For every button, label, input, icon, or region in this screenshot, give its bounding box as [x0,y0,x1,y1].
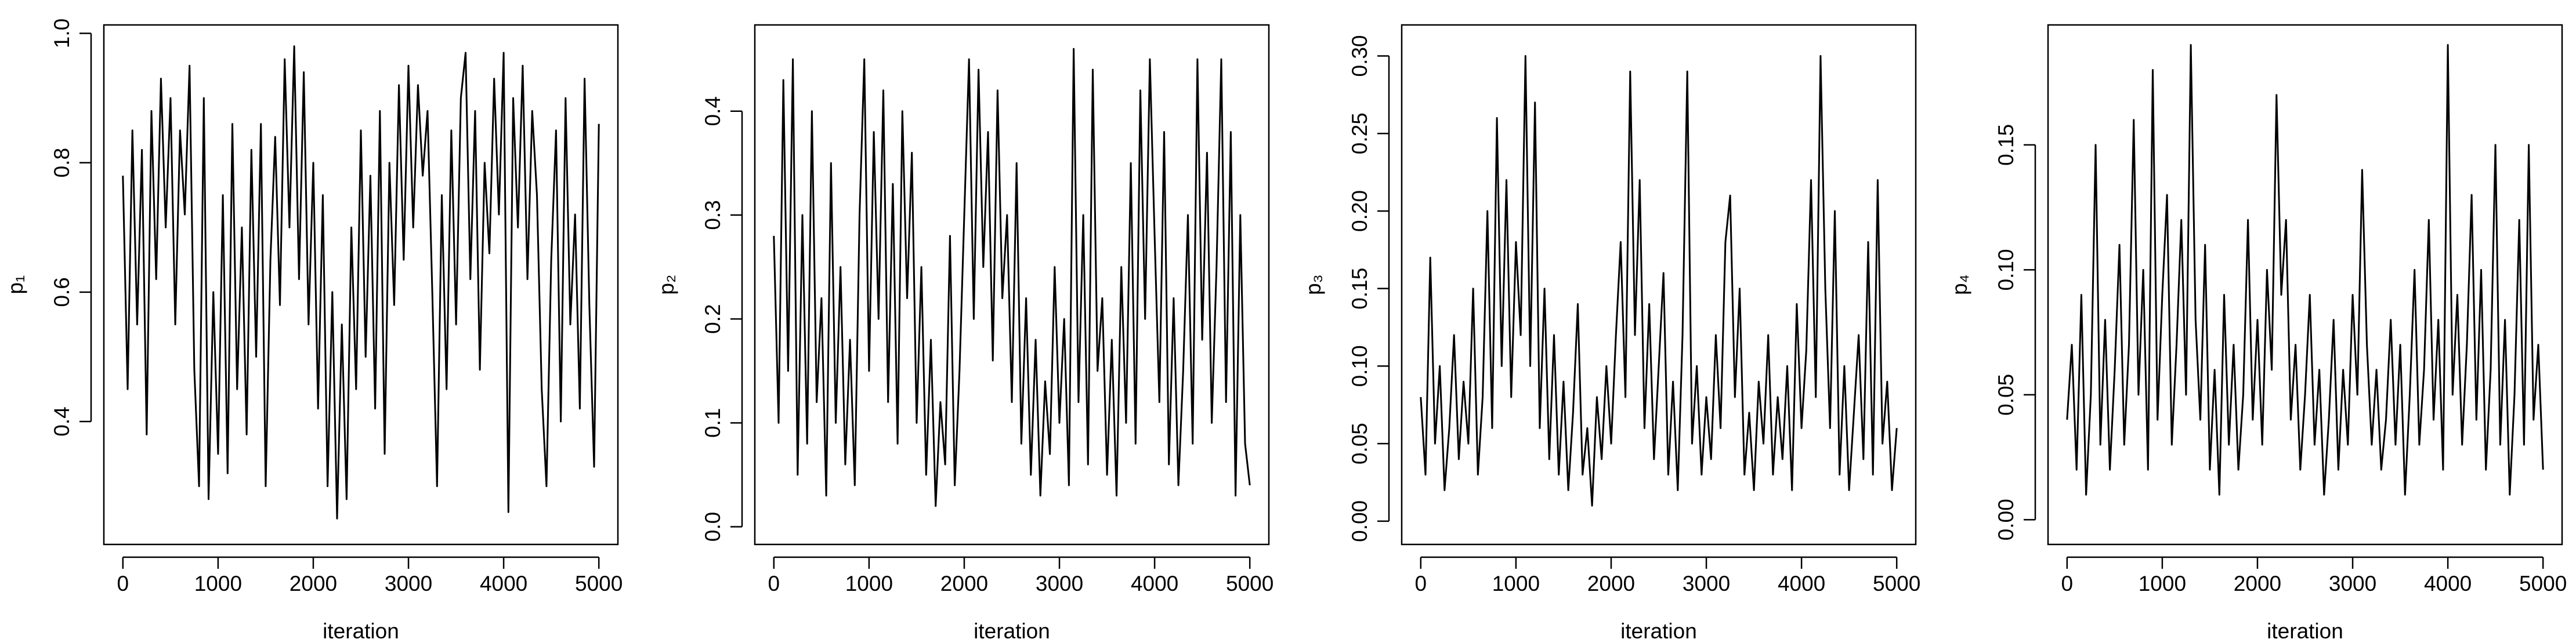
y-axis-label: p₄ [1948,274,1971,295]
y-tick-label: 0.6 [50,277,74,307]
x-tick-label: 2000 [940,572,988,595]
y-tick-label: 0.15 [1348,268,1372,310]
x-tick-label: 0 [1415,572,1427,595]
plot-frame [754,24,1270,546]
trace-line [773,48,1251,507]
x-tick-label: 1000 [194,572,242,595]
x-axis-label: iteration [974,619,1050,643]
x-tick-label: 5000 [575,572,623,595]
y-tick-label: 0.00 [1348,500,1372,542]
x-tick-label: 0 [768,572,780,595]
x-tick-label: 3000 [1683,572,1730,595]
x-tick-label: 0 [2061,572,2074,595]
y-tick-label: 0.4 [701,96,725,126]
y-axis-label: p₂ [654,275,678,295]
y-axis-label: p₃ [1301,274,1325,295]
x-tick-label: 5000 [1873,572,1920,595]
x-axis-label: iteration [2267,619,2343,643]
y-tick-label: 0.00 [1994,499,2018,540]
y-tick-label: 0.05 [1348,423,1372,464]
x-axis-label: iteration [1620,619,1697,643]
x-tick-label: 4000 [1778,572,1825,595]
x-tick-label: 1000 [1492,572,1540,595]
x-axis-label: iteration [323,619,399,643]
trace-line [122,45,600,520]
y-tick-label: 0.1 [701,408,725,438]
y-tick-label: 0.10 [1994,249,2018,290]
plot-frame [2047,24,2563,546]
trace-line [1420,55,1898,507]
y-tick-label: 0.2 [701,304,725,333]
x-tick-label: 4000 [480,572,527,595]
x-tick-label: 5000 [2519,572,2567,595]
plot-frame [103,24,619,546]
y-tick-label: 0.15 [1994,124,2018,166]
y-tick-label: 0.20 [1348,190,1372,232]
y-tick-label: 1.0 [50,19,74,48]
y-tick-label: 0.0 [701,512,725,542]
y-tick-label: 0.10 [1348,345,1372,387]
x-tick-label: 0 [117,572,129,595]
y-axis-label: p₁ [3,275,27,294]
y-tick-label: 0.05 [1994,374,2018,416]
x-tick-label: 1000 [2139,572,2186,595]
x-tick-label: 2000 [290,572,337,595]
x-tick-label: 3000 [1036,572,1083,595]
y-tick-label: 0.25 [1348,112,1372,154]
x-tick-label: 1000 [845,572,893,595]
x-tick-label: 4000 [2424,572,2472,595]
x-tick-label: 2000 [1587,572,1635,595]
y-tick-label: 0.8 [50,148,74,177]
y-tick-label: 0.4 [50,406,74,436]
trace-line [2066,44,2544,496]
y-tick-label: 0.30 [1348,35,1372,77]
x-tick-label: 4000 [1131,572,1178,595]
y-tick-label: 0.3 [701,200,725,230]
x-tick-label: 5000 [1226,572,1273,595]
x-tick-label: 2000 [2234,572,2281,595]
x-tick-label: 3000 [385,572,432,595]
x-tick-label: 3000 [2329,572,2376,595]
plot-frame [1401,24,1917,546]
